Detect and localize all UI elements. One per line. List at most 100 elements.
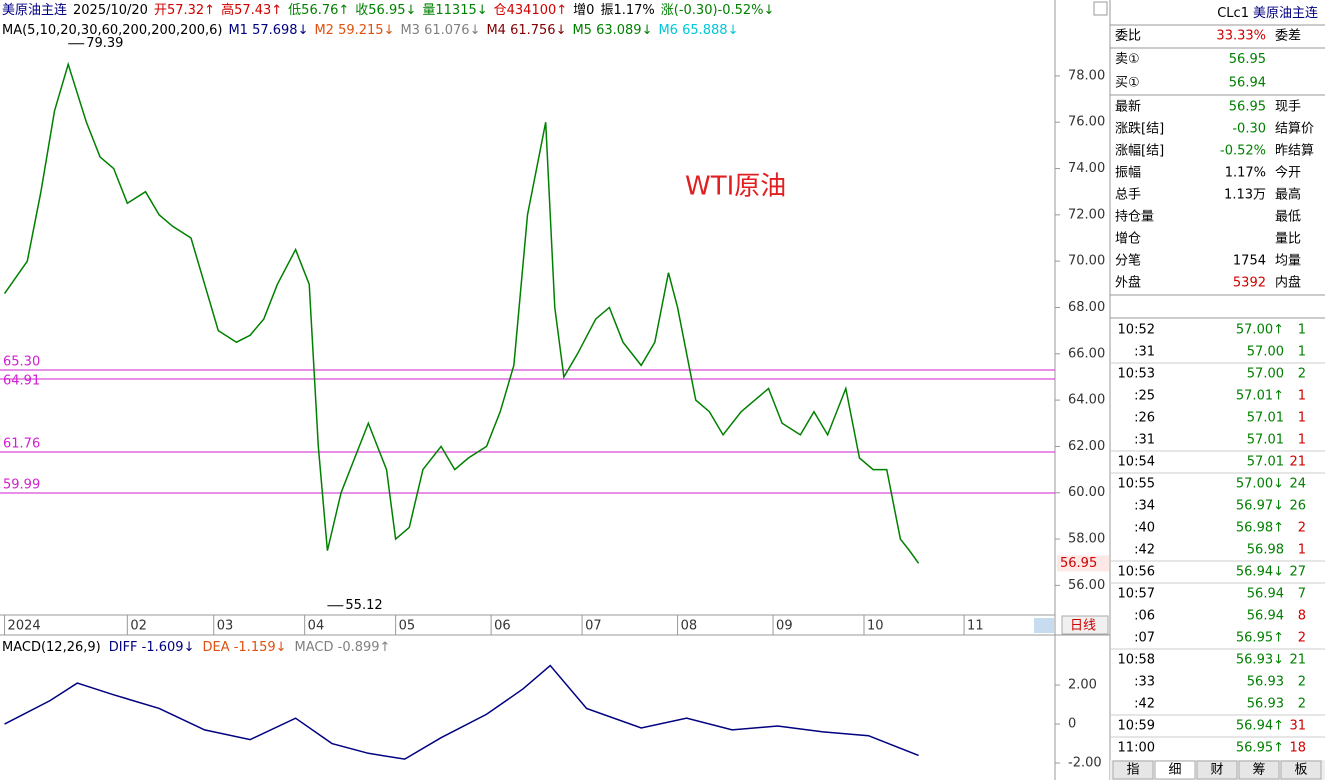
tick-time: :06 (1134, 609, 1155, 624)
quote-label: 外盘 (1115, 275, 1141, 291)
tab-label[interactable]: 财 (1210, 763, 1223, 778)
tick-time: 10:55 (1118, 477, 1155, 492)
tick-volume: 2 (1298, 367, 1306, 382)
quote-label: 振幅 (1115, 166, 1141, 181)
tick-price: 57.01 (1247, 455, 1284, 470)
tab[interactable] (1154, 760, 1196, 780)
info-item: MA(5,10,20,30,60,200,200,200,6) (2, 23, 222, 38)
tick-price: 57.01 (1247, 411, 1284, 426)
info-item: 涨(-0.30)-0.52%↓ (661, 3, 775, 18)
x-tick-label: 05 (399, 619, 416, 634)
quote-label: 持仓量 (1115, 210, 1154, 225)
quote-value: 56.95 (1229, 100, 1266, 115)
quote-label: 增仓 (1115, 232, 1141, 247)
tick-time: 10:59 (1118, 719, 1155, 734)
scroll-button[interactable] (1034, 618, 1054, 633)
y-tick-label: 0 (1068, 717, 1076, 732)
y-tick-label: 68.00 (1068, 300, 1105, 315)
quote-right: 今开 (1275, 165, 1301, 181)
tick-volume: 2 (1298, 521, 1306, 536)
quote-label: 总手 (1115, 188, 1141, 203)
quote-right: 昨结算 (1275, 144, 1314, 159)
tick-time: :40 (1134, 521, 1155, 536)
tab[interactable] (1280, 760, 1322, 780)
quote-label: 涨跌[结] (1115, 121, 1164, 137)
quote-value: 1.17% (1225, 166, 1266, 181)
tick-price: 57.01↑ (1236, 389, 1284, 404)
info-item: 高57.43↑ (221, 2, 282, 18)
quote-label: 分笔 (1115, 253, 1141, 269)
y-tick-label: 58.00 (1068, 532, 1105, 547)
x-tick-label: 10 (867, 619, 884, 634)
quote-value: 56.94 (1229, 76, 1266, 91)
tick-volume: 7 (1298, 587, 1306, 602)
tick-time: :25 (1134, 389, 1155, 404)
tick-price: 56.93 (1247, 697, 1284, 712)
level-label: 64.91 (3, 374, 40, 389)
quote-value: -0.52% (1220, 144, 1266, 159)
tab-label[interactable]: 筹 (1252, 762, 1265, 778)
tick-volume: 24 (1289, 477, 1306, 492)
code: CLc1 (1217, 6, 1249, 21)
tick-volume: 1 (1298, 345, 1306, 360)
tick-time: 10:53 (1118, 367, 1155, 382)
tick-price: 56.93↓ (1236, 653, 1284, 668)
tick-volume: 2 (1298, 631, 1306, 646)
quote-value: 1754 (1233, 254, 1266, 269)
info-item: M2 59.215↓ (314, 23, 394, 38)
extreme-label: 79.39 (86, 36, 123, 51)
tick-time: :07 (1134, 631, 1155, 646)
tick-volume: 1 (1298, 323, 1306, 338)
tick-price: 56.94↑ (1236, 719, 1284, 734)
tick-volume: 1 (1298, 433, 1306, 448)
tick-volume: 2 (1298, 697, 1306, 712)
level-label: 59.99 (3, 477, 40, 492)
y-tick-label: 78.00 (1068, 68, 1105, 83)
tab-label[interactable]: 细 (1168, 763, 1181, 778)
tick-price: 57.00 (1247, 345, 1284, 360)
quote-right: 最低 (1275, 210, 1301, 225)
last-price-label: 56.95 (1060, 556, 1097, 571)
panel-title: CLc1 美原油主连 (1217, 5, 1318, 21)
checkbox[interactable] (1093, 1, 1108, 16)
quote-label: 买① (1115, 76, 1140, 91)
tab-label[interactable]: 指 (1126, 763, 1139, 778)
y-tick-label: 62.00 (1068, 439, 1105, 454)
tab-label[interactable]: 板 (1294, 763, 1307, 778)
tick-price: 56.95↑ (1236, 631, 1284, 646)
y-tick-label: 76.00 (1068, 115, 1105, 130)
y-tick-label: 66.00 (1068, 346, 1105, 361)
tick-time: 10:52 (1118, 323, 1155, 338)
info-item: 开57.32↑ (154, 3, 215, 18)
y-tick-label: -2.00 (1068, 756, 1102, 771)
info-item: 2025/10/20 (73, 3, 148, 18)
info-item: 收56.95↓ (355, 3, 416, 18)
tick-price: 57.00↑ (1236, 323, 1284, 338)
chart-annotation: WTI原油 (685, 172, 786, 202)
info-item: 增0 (573, 3, 594, 18)
tick-time: 11:00 (1118, 741, 1155, 756)
tick-time: 10:56 (1118, 565, 1155, 580)
period-label[interactable]: 日线 (1070, 619, 1096, 634)
quote-right: 最高 (1275, 187, 1301, 203)
tick-price: 56.95↑ (1236, 741, 1284, 756)
tick-price: 56.98 (1247, 543, 1284, 558)
tick-volume: 21 (1289, 455, 1306, 470)
tab[interactable] (1112, 760, 1154, 780)
tick-price: 56.94↓ (1236, 565, 1284, 580)
tab[interactable] (1196, 760, 1238, 780)
period-button[interactable] (1061, 615, 1109, 635)
tick-time: :26 (1134, 411, 1155, 426)
info-item: 振1.17% (600, 3, 654, 18)
macd-legend: MACD(12,26,9) DIFF -1.609↓ DEA -1.159↓ MACD… (2, 640, 390, 655)
tick-volume: 26 (1289, 499, 1306, 514)
tick-price: 57.00↓ (1236, 477, 1284, 492)
tab[interactable] (1238, 760, 1280, 780)
info-item: 低56.76↑ (288, 3, 349, 18)
level-label: 61.76 (3, 436, 40, 451)
info-item: 美原油主连 (2, 2, 67, 18)
quote-right: 结算价 (1275, 122, 1314, 137)
name: 美原油主连 (1253, 5, 1318, 21)
